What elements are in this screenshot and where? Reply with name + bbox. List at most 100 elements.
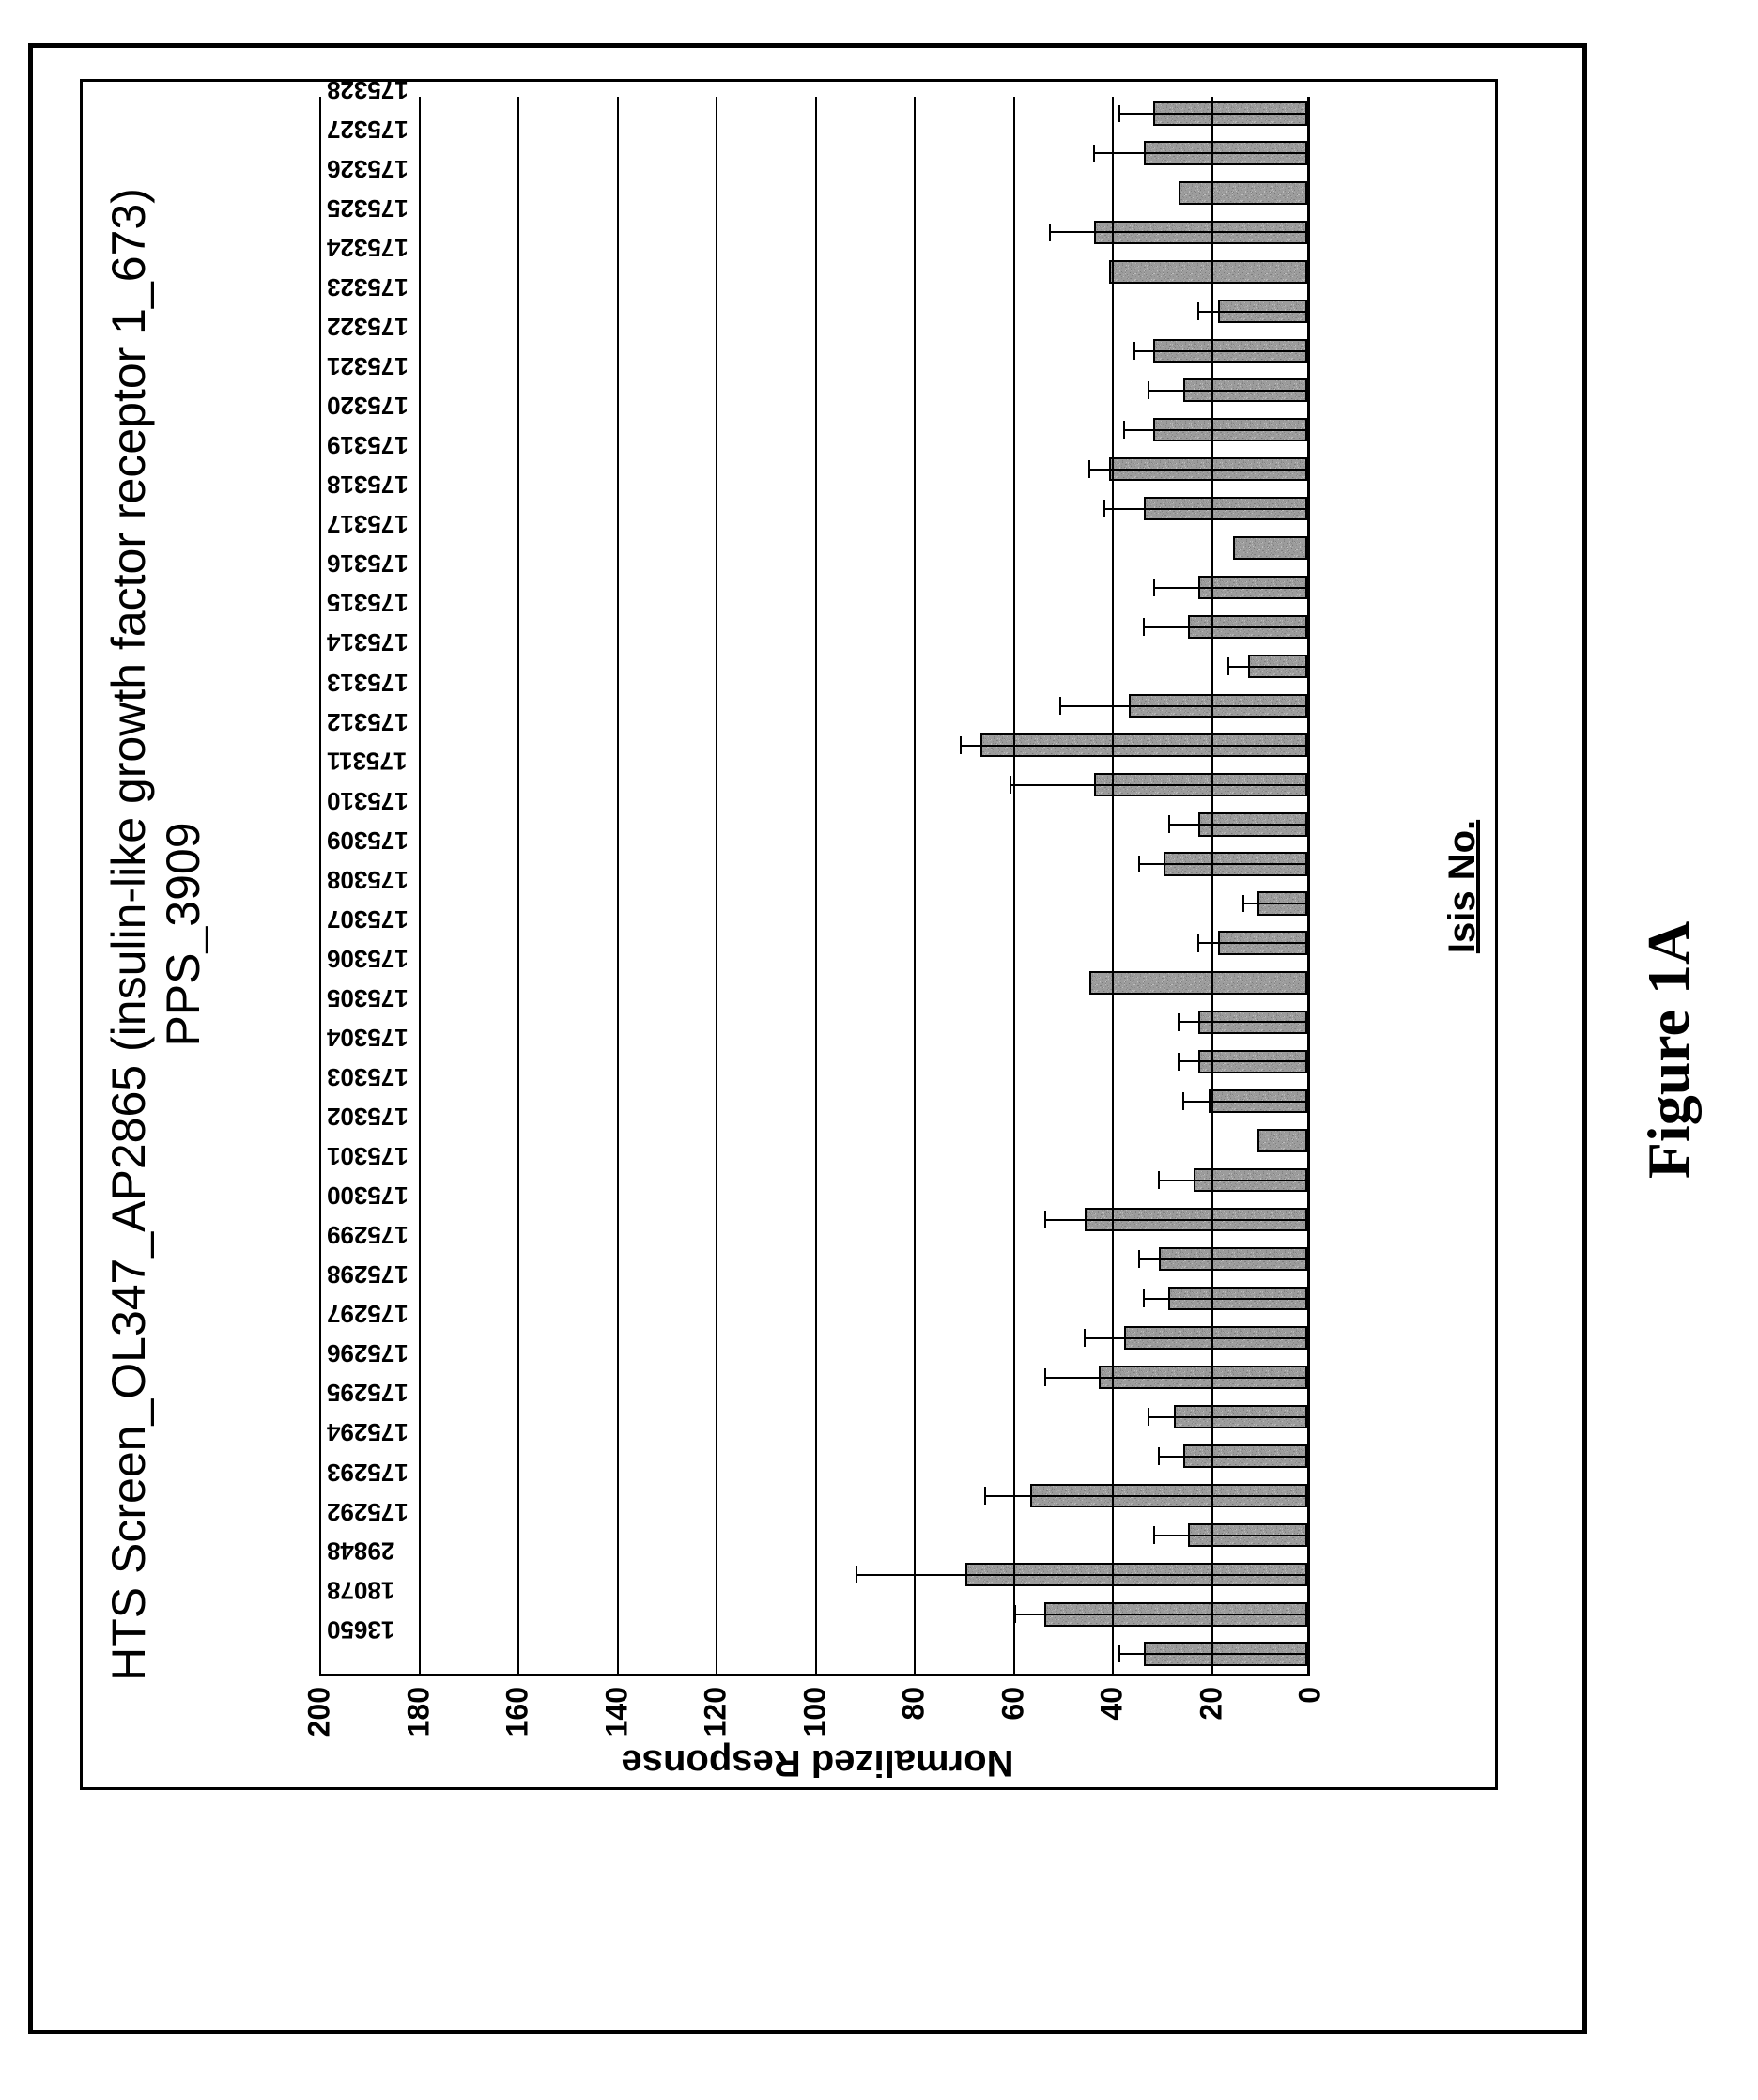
- error-bar: [1015, 1614, 1307, 1615]
- error-bar: [1133, 350, 1307, 352]
- error-cap: [1084, 1329, 1086, 1347]
- error-cap: [1182, 1092, 1184, 1110]
- x-tick-label: 175321: [327, 351, 409, 380]
- error-bar: [1228, 666, 1307, 668]
- error-cap: [1153, 579, 1155, 596]
- y-tick-label: 60: [995, 1687, 1030, 1721]
- gridline: [1013, 97, 1015, 1674]
- gridline: [1211, 97, 1213, 1674]
- error-cap: [1197, 302, 1199, 320]
- x-tick-label: 175298: [327, 1260, 409, 1289]
- error-cap: [1143, 618, 1145, 636]
- error-cap: [1123, 421, 1125, 439]
- x-tick-label: 175316: [327, 549, 409, 579]
- error-cap: [1093, 145, 1095, 162]
- x-tick-label: 175318: [327, 471, 409, 500]
- error-cap: [1044, 1368, 1046, 1386]
- bar: [1233, 536, 1307, 560]
- x-tick-label: 175311: [327, 747, 407, 776]
- error-bar: [1119, 113, 1307, 115]
- error-bar: [1059, 705, 1307, 707]
- error-bar: [1094, 152, 1307, 154]
- x-tick-label: 175296: [327, 1339, 409, 1368]
- x-tick-label: 175307: [327, 904, 409, 934]
- error-cap: [1158, 1447, 1160, 1465]
- x-tick-label: 175300: [327, 1181, 409, 1210]
- error-bar: [1085, 1337, 1307, 1339]
- error-bar: [1044, 1377, 1307, 1379]
- y-tick-label: 200: [302, 1687, 337, 1737]
- gridline: [914, 97, 916, 1674]
- error-cap: [1118, 1645, 1120, 1663]
- chart-frame: HTS Screen_OL347_AP2865 (insulin-like gr…: [80, 79, 1498, 1790]
- y-tick-label: 140: [599, 1687, 634, 1737]
- error-cap: [856, 1566, 857, 1583]
- error-cap: [1138, 1250, 1140, 1268]
- x-tick-label: 175322: [327, 312, 409, 341]
- error-bar: [1010, 784, 1308, 786]
- x-tick-label: 175309: [327, 826, 409, 855]
- error-bar: [1089, 469, 1307, 471]
- error-bar: [1050, 231, 1307, 233]
- x-tick-label: 175315: [327, 589, 409, 618]
- error-cap: [1103, 500, 1105, 517]
- bar: [1257, 1129, 1307, 1152]
- x-tick-label: 175317: [327, 510, 409, 539]
- error-bar: [1044, 1219, 1307, 1221]
- x-tick-label: 18078: [327, 1576, 394, 1605]
- y-tick-label: 120: [699, 1687, 733, 1737]
- y-tick-label: 80: [897, 1687, 932, 1721]
- x-tick-label: 175303: [327, 1062, 409, 1091]
- error-cap: [960, 736, 962, 754]
- error-bar: [1153, 1535, 1307, 1536]
- error-cap: [1088, 460, 1090, 478]
- bar: [1109, 260, 1307, 284]
- x-tick-label: 175297: [327, 1300, 409, 1329]
- error-cap: [1138, 856, 1140, 873]
- x-tick-label: 175302: [327, 1102, 409, 1131]
- error-cap: [1010, 776, 1011, 794]
- error-bar: [1153, 587, 1307, 589]
- y-tick-label: 100: [797, 1687, 832, 1737]
- x-axis-label: Isis No.: [1442, 793, 1484, 981]
- error-bar: [1198, 942, 1307, 944]
- y-axis-label: Normalized Response: [322, 1742, 1313, 1784]
- error-bar: [1119, 1653, 1307, 1655]
- x-tick-label: 175306: [327, 944, 409, 973]
- error-bar: [1242, 903, 1307, 904]
- x-tick-label: 175326: [327, 154, 409, 183]
- x-tick-label: 175327: [327, 115, 409, 144]
- x-tick-label: 13650: [327, 1615, 394, 1644]
- gridline: [617, 97, 619, 1674]
- error-bar: [1104, 508, 1307, 510]
- error-bar: [1144, 626, 1307, 628]
- x-tick-label: 175305: [327, 983, 409, 1012]
- gridline: [716, 97, 717, 1674]
- error-bar: [1168, 824, 1307, 826]
- x-tick-label: 175294: [327, 1418, 409, 1447]
- error-cap: [1118, 105, 1120, 123]
- error-cap: [1197, 934, 1199, 952]
- error-cap: [1148, 381, 1149, 399]
- y-tick-label: 40: [1095, 1687, 1130, 1721]
- y-tick-label: 180: [401, 1687, 436, 1737]
- x-tick-label: 175314: [327, 628, 409, 657]
- plot-area: 0204060801001201401601802001365018078298…: [319, 97, 1310, 1676]
- x-tick-label: 175312: [327, 707, 409, 736]
- x-tick-label: 175325: [327, 193, 409, 223]
- error-cap: [1059, 697, 1061, 715]
- error-bar: [985, 1495, 1307, 1497]
- error-bar: [1159, 1456, 1307, 1458]
- x-tick-label: 175301: [327, 1141, 409, 1170]
- error-cap: [1049, 224, 1051, 241]
- y-tick-label: 0: [1293, 1687, 1328, 1704]
- error-cap: [1143, 1289, 1145, 1307]
- error-cap: [1044, 1211, 1046, 1228]
- x-tick-label: 175324: [327, 233, 409, 262]
- error-bar: [1144, 1298, 1307, 1300]
- gridline: [419, 97, 421, 1674]
- error-bar: [1124, 429, 1307, 431]
- x-tick-label: 175293: [327, 1458, 409, 1487]
- x-tick-label: 175320: [327, 391, 409, 420]
- y-tick-label: 160: [501, 1687, 535, 1737]
